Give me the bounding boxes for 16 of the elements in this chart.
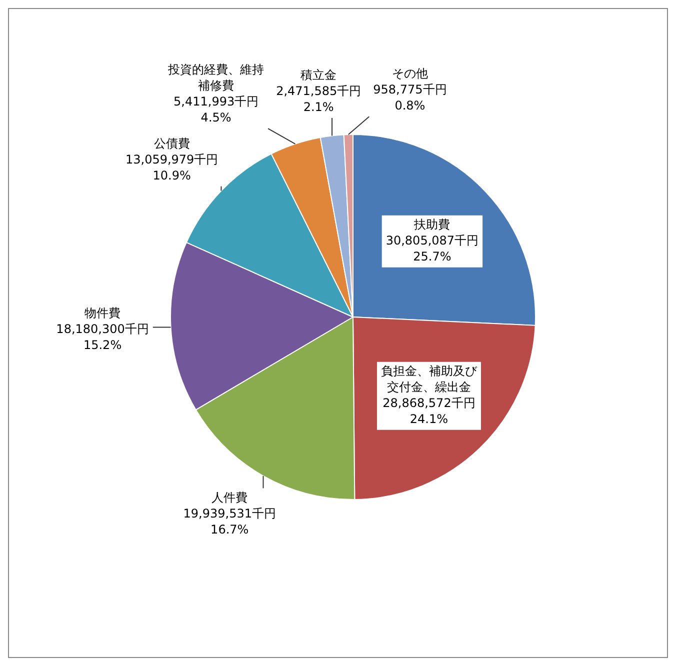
data-label: 958,775千円 0.8%	[373, 82, 447, 113]
data-label: 13,059,979千円 10.9%	[125, 152, 218, 182]
slice-label: 公債費	[154, 136, 190, 150]
slice-label: 積立金	[300, 68, 337, 82]
data-label: 19,939,531千円 16.7%	[183, 506, 276, 536]
data-label: 18,180,300千円 15.2%	[56, 322, 149, 352]
slice-label: 扶助費	[413, 218, 450, 232]
data-label: 2,471,585千円 2.1%	[276, 84, 362, 114]
slice-label: 負担金、補助及び交付金、繰出金	[380, 364, 478, 394]
slice-label: 物件費	[84, 306, 121, 320]
data-label: 5,411,993千円 4.5%	[174, 94, 259, 125]
slice-label: 投資的経費、維持補修費	[167, 62, 264, 93]
slice-label: 人件費	[212, 490, 248, 504]
data-label: 30,805,087千円 25.7%	[386, 234, 479, 264]
slice-label: その他	[392, 66, 428, 81]
data-label: 28,868,572千円 24.1%	[382, 396, 476, 426]
